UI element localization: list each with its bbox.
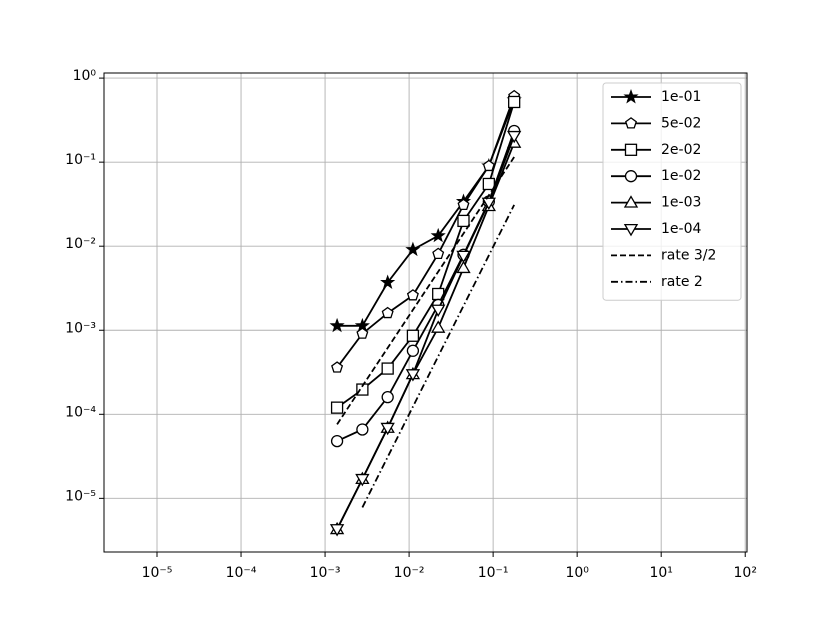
marker (381, 306, 394, 319)
marker (381, 390, 394, 404)
marker (406, 289, 419, 301)
legend-label: 1e-01 (661, 89, 701, 105)
marker (482, 159, 495, 172)
marker (380, 422, 395, 436)
marker (381, 362, 394, 375)
legend-label: rate 2 (661, 274, 703, 290)
marker (405, 241, 421, 257)
marker (482, 177, 495, 191)
x-tick-label: 10⁻⁵ (142, 565, 173, 581)
marker (431, 304, 446, 317)
x-tick-label: 10² (734, 565, 757, 581)
marker (456, 250, 471, 264)
y-tick-label: 10⁻³ (65, 320, 96, 336)
marker (355, 473, 370, 487)
plot-frame (103, 72, 748, 553)
y-tick-label: 10⁰ (73, 68, 97, 84)
marker (380, 274, 396, 289)
legend-label: 5e-02 (661, 115, 701, 131)
marker (623, 223, 639, 237)
marker (624, 170, 638, 183)
marker (432, 247, 445, 259)
x-tick-label: 10⁻⁴ (226, 565, 257, 581)
legend-label: rate 3/2 (661, 247, 716, 263)
marker (623, 195, 639, 208)
x-tick-label: 10⁻³ (310, 565, 341, 581)
marker (331, 361, 344, 373)
marker (329, 524, 345, 537)
y-tick-label: 10⁻⁵ (65, 488, 96, 504)
marker (508, 95, 521, 109)
marker (456, 260, 471, 274)
marker (356, 423, 369, 436)
series-line (336, 95, 516, 369)
marker (431, 320, 446, 333)
marker (457, 198, 470, 211)
x-tick-label: 10¹ (649, 565, 672, 581)
marker (356, 327, 369, 339)
legend-label: 1e-02 (661, 168, 701, 184)
marker (330, 401, 344, 414)
marker (330, 434, 344, 448)
series-line (336, 135, 516, 530)
series-line (361, 204, 515, 508)
marker (506, 130, 522, 144)
marker (406, 344, 420, 357)
marker (430, 227, 446, 243)
marker (625, 117, 637, 129)
marker (623, 89, 639, 104)
marker (457, 214, 470, 228)
marker (624, 143, 638, 156)
y-tick-label: 10⁻¹ (65, 152, 96, 168)
marker (406, 329, 420, 342)
marker (329, 317, 345, 333)
y-tick-label: 10⁻² (65, 236, 96, 252)
x-tick-label: 10⁻¹ (478, 565, 509, 581)
marker (405, 369, 421, 382)
x-tick-label: 10⁻² (394, 565, 425, 581)
legend-label: 2e-02 (661, 142, 701, 158)
marker (481, 197, 497, 210)
marker (356, 383, 369, 396)
x-tick-label: 10⁰ (565, 565, 589, 581)
y-tick-label: 10⁻⁴ (65, 404, 96, 420)
legend-box (602, 82, 742, 301)
legend-label: 1e-04 (661, 221, 701, 237)
legend-label: 1e-03 (661, 195, 701, 211)
